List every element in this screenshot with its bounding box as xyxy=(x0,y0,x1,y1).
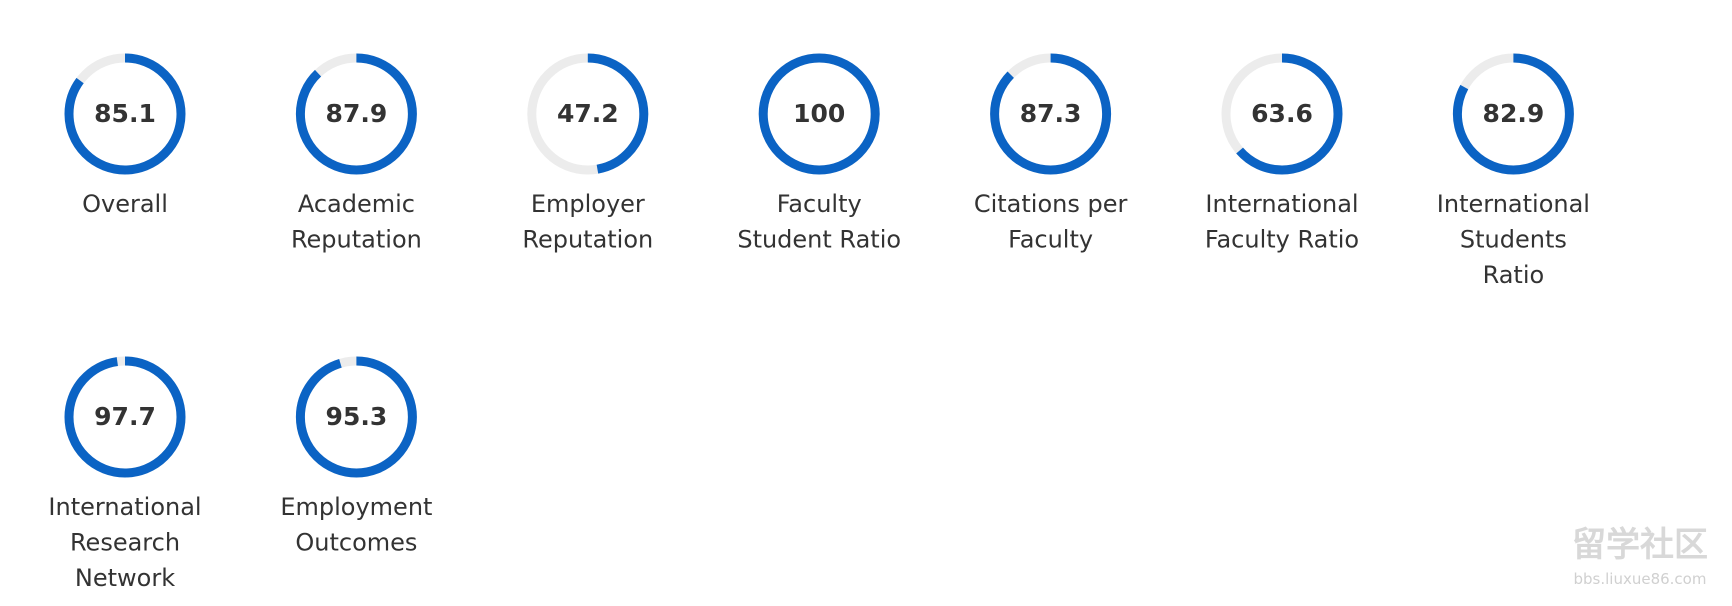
score-value: 87.3 xyxy=(1020,99,1082,128)
score-value: 87.9 xyxy=(326,99,388,128)
score-value: 82.9 xyxy=(1483,99,1545,128)
score-label: International xyxy=(1205,190,1358,218)
score-value: 63.6 xyxy=(1251,99,1313,128)
score-label: Outcomes xyxy=(295,529,417,557)
score-label: Reputation xyxy=(291,226,422,254)
ring-arc xyxy=(527,53,649,175)
score-label: International xyxy=(1437,190,1590,218)
score-label: Student Ratio xyxy=(737,226,901,254)
score-label: Academic xyxy=(298,190,415,218)
score-label: Overall xyxy=(82,190,168,218)
score-label: Citations per xyxy=(974,190,1128,218)
score-label: Research xyxy=(70,529,180,557)
watermark-url: bbs.liuxue86.com xyxy=(1574,570,1707,588)
score-value: 95.3 xyxy=(326,402,388,431)
score-value: 47.2 xyxy=(557,99,619,128)
score-value: 85.1 xyxy=(94,99,156,128)
score-label: Reputation xyxy=(522,226,653,254)
score-label: Students xyxy=(1460,226,1567,254)
ring-arc xyxy=(1452,53,1574,175)
score-label: International xyxy=(48,493,201,521)
ring-arc xyxy=(64,53,186,175)
score-label: Ratio xyxy=(1483,261,1545,289)
score-label: Employer xyxy=(531,190,645,218)
ring-arc xyxy=(758,53,880,175)
ring-arc xyxy=(295,356,417,478)
score-value: 100 xyxy=(793,99,845,128)
score-label: Employment xyxy=(280,493,432,521)
ring-arc xyxy=(990,53,1112,175)
score-label: Faculty xyxy=(777,190,862,218)
score-label: Network xyxy=(75,564,175,592)
watermark-title: 留学社区 xyxy=(1572,525,1708,565)
ring-arc xyxy=(64,356,186,478)
score-label: Faculty Ratio xyxy=(1205,226,1359,254)
ring-arc xyxy=(1221,53,1343,175)
ring-arc xyxy=(295,53,417,175)
score-value: 97.7 xyxy=(94,402,156,431)
score-label: Faculty xyxy=(1008,226,1093,254)
